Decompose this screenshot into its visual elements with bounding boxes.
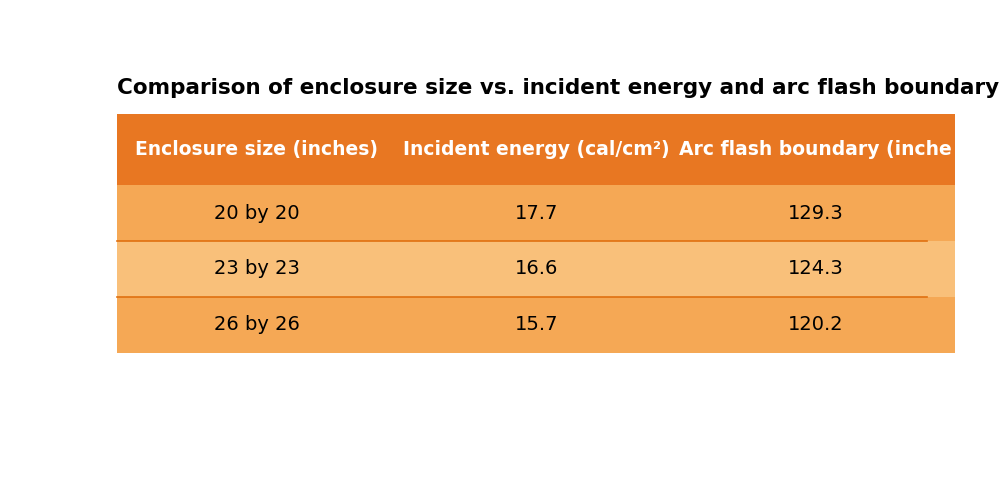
- Text: Enclosure size (inches): Enclosure size (inches): [135, 140, 378, 159]
- FancyBboxPatch shape: [397, 114, 676, 185]
- Text: 23 by 23: 23 by 23: [214, 260, 300, 278]
- FancyBboxPatch shape: [117, 114, 397, 185]
- Text: 129.3: 129.3: [788, 204, 844, 223]
- FancyBboxPatch shape: [676, 185, 955, 241]
- FancyBboxPatch shape: [117, 185, 397, 241]
- Text: 16.6: 16.6: [515, 260, 558, 278]
- Text: Incident energy (cal/cm²): Incident energy (cal/cm²): [403, 140, 670, 159]
- FancyBboxPatch shape: [397, 297, 676, 352]
- Text: 26 by 26: 26 by 26: [214, 315, 300, 334]
- Text: 17.7: 17.7: [515, 204, 558, 223]
- Text: Arc flash boundary (inche: Arc flash boundary (inche: [679, 140, 952, 159]
- Text: 124.3: 124.3: [788, 260, 844, 278]
- Text: Comparison of enclosure size vs. incident energy and arc flash boundary: Comparison of enclosure size vs. inciden…: [117, 78, 999, 98]
- FancyBboxPatch shape: [397, 241, 676, 297]
- FancyBboxPatch shape: [117, 297, 397, 352]
- Text: 20 by 20: 20 by 20: [214, 204, 300, 223]
- Text: 15.7: 15.7: [515, 315, 558, 334]
- FancyBboxPatch shape: [117, 241, 397, 297]
- FancyBboxPatch shape: [676, 297, 955, 352]
- FancyBboxPatch shape: [676, 241, 955, 297]
- Text: 120.2: 120.2: [788, 315, 844, 334]
- FancyBboxPatch shape: [676, 114, 955, 185]
- FancyBboxPatch shape: [397, 185, 676, 241]
